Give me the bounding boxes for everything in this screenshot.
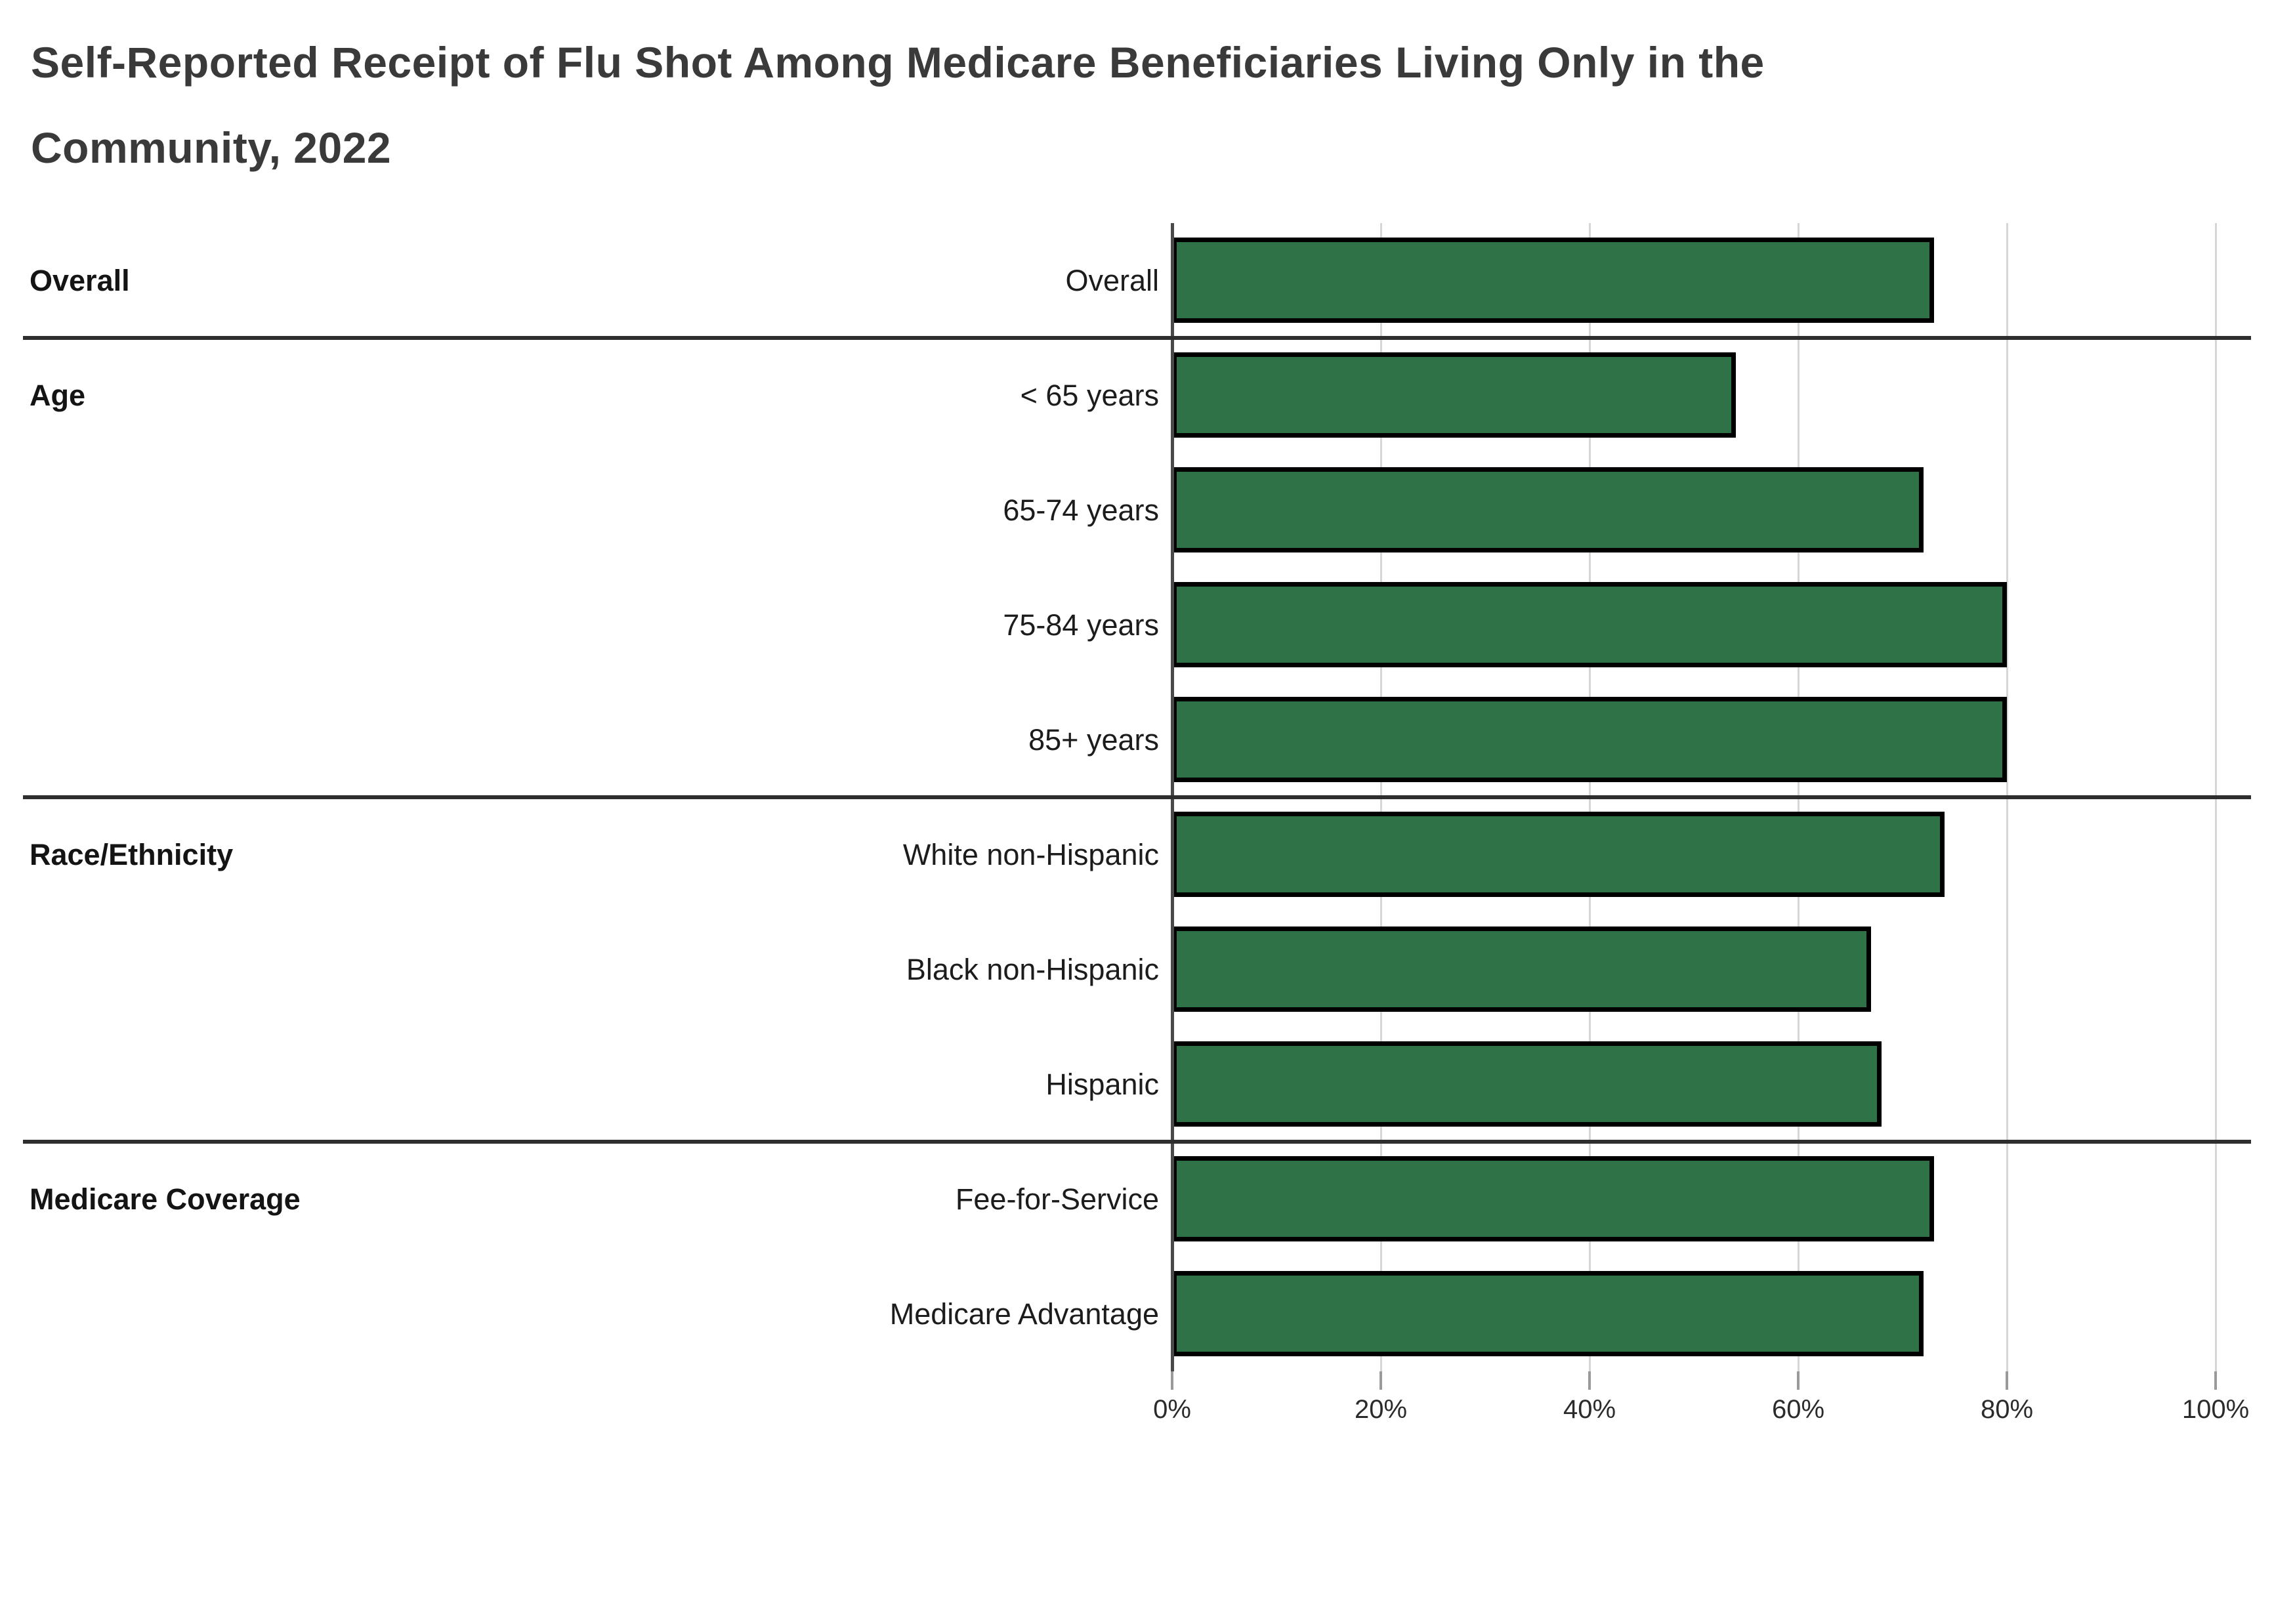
chart-title-line-1: Self-Reported Receipt of Flu Shot Among …	[31, 38, 1765, 87]
bar[interactable]	[1172, 238, 1934, 323]
chart-row: 65-74 years	[0, 453, 2274, 568]
tick-mark	[2006, 1371, 2008, 1390]
chart-row: Overall Overall	[0, 223, 2274, 338]
section-divider	[23, 336, 2251, 340]
tick-mark	[1588, 1371, 1591, 1390]
chart-rows: Overall Overall Age < 65 years 65-74 years 75…	[0, 223, 2274, 1371]
tick-mark	[1379, 1371, 1382, 1390]
bar[interactable]	[1172, 1271, 1924, 1356]
category-label: Medicare Advantage	[889, 1297, 1159, 1331]
tick-mark	[2214, 1371, 2217, 1390]
bar[interactable]	[1172, 352, 1736, 438]
tick-mark	[1171, 1371, 1173, 1390]
group-label: Race/Ethnicity	[30, 838, 234, 871]
chart-row: 75-84 years	[0, 568, 2274, 682]
chart-title: Self-Reported Receipt of Flu Shot Among …	[31, 20, 2170, 190]
tick-label: 0%	[1153, 1395, 1191, 1424]
tick-label: 40%	[1563, 1395, 1616, 1424]
category-label: Fee-for-Service	[955, 1182, 1159, 1216]
chart-row: Black non-Hispanic	[0, 912, 2274, 1027]
category-label: Overall	[1065, 264, 1159, 297]
category-label: Hispanic	[1045, 1068, 1159, 1101]
chart-row: Race/Ethnicity White non-Hispanic	[0, 797, 2274, 912]
bar[interactable]	[1172, 927, 1871, 1012]
chart-row: Medicare Advantage	[0, 1257, 2274, 1371]
chart-row: Medicare Coverage Fee-for-Service	[0, 1142, 2274, 1257]
category-label: White non-Hispanic	[902, 838, 1159, 871]
category-label: Black non-Hispanic	[906, 953, 1159, 986]
section-divider	[23, 795, 2251, 799]
tick-label: 20%	[1354, 1395, 1408, 1424]
category-label: 65-74 years	[1003, 493, 1159, 527]
group-label: Medicare Coverage	[30, 1182, 301, 1216]
chart-row: Age < 65 years	[0, 338, 2274, 453]
bar[interactable]	[1172, 1041, 1882, 1127]
tick-mark	[1797, 1371, 1800, 1390]
bar[interactable]	[1172, 582, 2007, 667]
tick-label: 80%	[1980, 1395, 2034, 1424]
chart-row: Hispanic	[0, 1027, 2274, 1142]
tick-label: 60%	[1771, 1395, 1825, 1424]
tick-label: 100%	[2181, 1395, 2250, 1424]
category-label: 85+ years	[1028, 723, 1159, 757]
chart-row: 85+ years	[0, 682, 2274, 797]
bar[interactable]	[1172, 467, 1924, 552]
section-divider	[23, 1140, 2251, 1144]
category-label: < 65 years	[1020, 379, 1159, 412]
group-label: Overall	[30, 264, 130, 297]
group-label: Age	[30, 379, 86, 412]
bar[interactable]	[1172, 1156, 1934, 1241]
chart-title-line-2: Community, 2022	[31, 123, 392, 172]
category-label: 75-84 years	[1003, 608, 1159, 642]
bar[interactable]	[1172, 697, 2007, 782]
bar[interactable]	[1172, 812, 1945, 897]
